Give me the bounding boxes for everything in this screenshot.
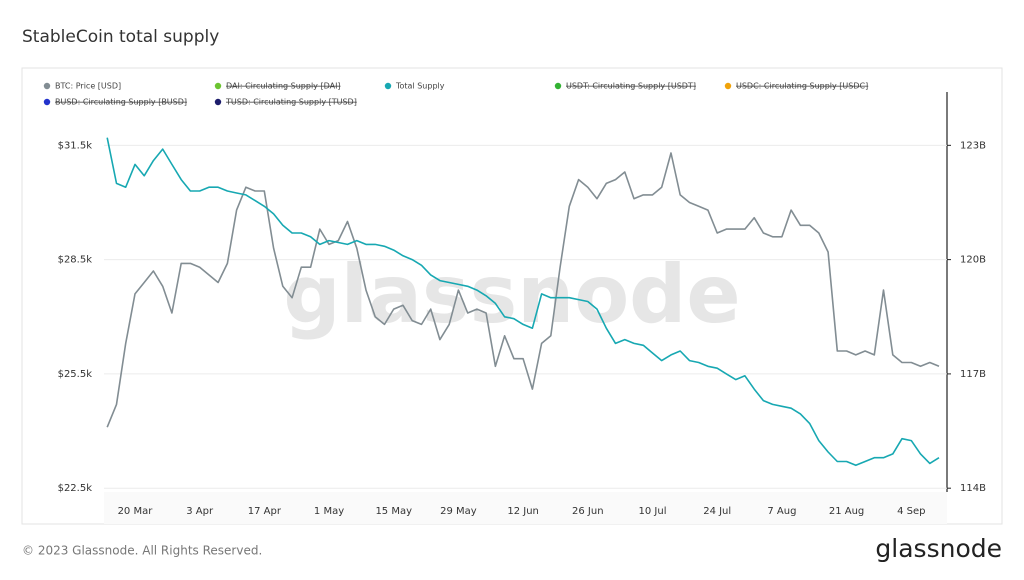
x-tick-label: 29 May [440,506,477,517]
x-tick-label: 17 Apr [248,506,282,517]
legend-item[interactable]: TUSD: Circulating Supply [TUSD] [214,98,357,107]
y-tick-label: $22.5k [58,483,93,494]
series-line [106,152,940,428]
x-tick-label: 1 May [314,506,344,517]
x-axis-band [104,492,947,524]
chart-panel [21,67,1003,525]
x-tick-label: 15 May [375,506,412,517]
x-tick-label: 20 Mar [118,506,154,517]
y2-tick-label: 123B [960,140,986,151]
x-tick-label: 12 Jun [507,506,539,517]
legend-item[interactable]: BUSD: Circulating Supply [BUSD] [43,98,187,107]
legend-swatch [214,98,222,106]
legend-item[interactable]: USDC: Circulating Supply [USDC] [724,82,868,91]
series-line [106,137,940,467]
legend-swatch [724,82,732,90]
y-tick-label: $25.5k [58,369,93,380]
legend-swatch [214,82,222,90]
legend-swatch [43,82,51,90]
x-tick-label: 24 Jul [703,506,731,517]
legend-item[interactable]: BTC: Price [USD] [43,82,121,91]
x-tick-label: 10 Jul [639,506,667,517]
x-tick-label: 26 Jun [572,506,604,517]
legend-label: TUSD: Circulating Supply [TUSD] [225,98,357,107]
y-tick-label: $28.5k [58,255,93,266]
logo: glassnode [875,534,1002,563]
watermark: glassnode [283,248,740,341]
chart-title: StableCoin total supply [22,27,219,47]
x-tick-label: 3 Apr [186,506,214,517]
x-tick-label: 4 Sep [897,506,925,517]
x-tick-label: 7 Aug [767,506,796,517]
legend-label: USDT: Circulating Supply [USDT] [566,82,696,91]
y2-tick-label: 114B [960,483,986,494]
legend-swatch [554,82,562,90]
y2-tick-label: 120B [960,255,986,266]
legend-label: BTC: Price [USD] [55,82,121,91]
footer: © 2023 Glassnode. All Rights Reserved. [22,544,262,558]
legend-item[interactable]: Total Supply [384,82,445,91]
legend-label: USDC: Circulating Supply [USDC] [736,82,868,91]
legend-swatch [43,98,51,106]
y-tick-label: $31.5k [58,140,93,151]
legend-label: DAI: Circulating Supply [DAI] [226,82,341,91]
x-tick-label: 21 Aug [829,506,864,517]
legend-swatch [384,82,392,90]
legend-label: Total Supply [395,82,445,91]
y2-tick-label: 117B [960,369,986,380]
legend-item[interactable]: DAI: Circulating Supply [DAI] [214,82,341,91]
legend-label: BUSD: Circulating Supply [BUSD] [55,98,187,107]
legend-item[interactable]: USDT: Circulating Supply [USDT] [554,82,696,91]
